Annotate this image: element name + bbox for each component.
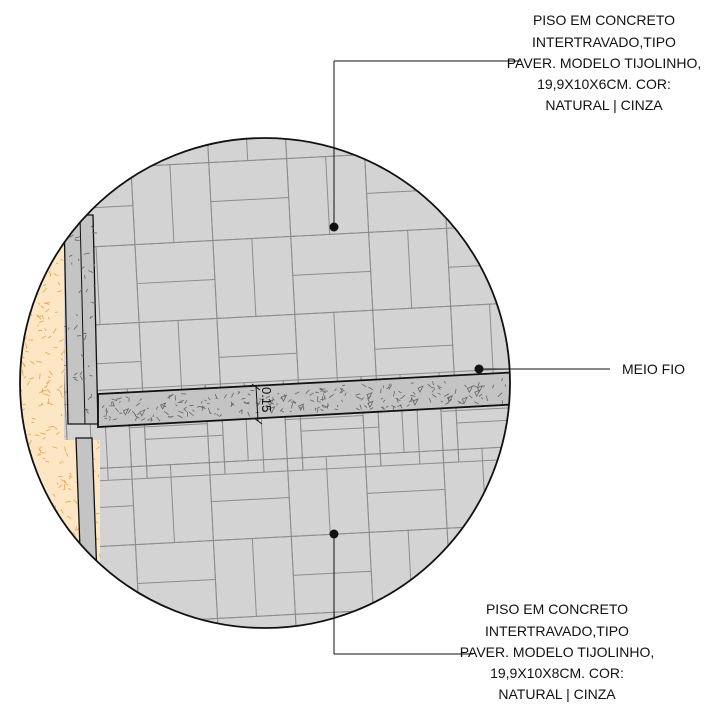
label-meio-fio: MEIO FIO (622, 361, 685, 377)
meio-fio-curb (97, 370, 510, 428)
label-bottom-line-5: NATURAL | CINZA (498, 686, 616, 702)
label-top-line-1: PISO EM CONCRETO (533, 12, 675, 28)
meio-fio-texture (101, 377, 510, 422)
label-top: PISO EM CONCRETO INTERTRAVADO,TIPO PAVER… (507, 12, 701, 113)
leader-top (329, 60, 520, 232)
leader-bottom (329, 529, 473, 655)
label-bottom-line-3: PAVER. MODELO TIJOLINHO, (460, 644, 654, 660)
label-top-line-2: INTERTRAVADO,TIPO (532, 34, 676, 50)
label-bottom-line-4: 19,9X10X8CM. COR: (490, 665, 624, 681)
vertical-curb-texture (67, 225, 98, 414)
soil-strip (20, 138, 64, 628)
dimension-label: 0.15 (259, 387, 274, 412)
label-top-line-5: NATURAL | CINZA (545, 97, 663, 113)
label-top-line-3: PAVER. MODELO TIJOLINHO, (507, 55, 701, 71)
label-bottom-line-1: PISO EM CONCRETO (486, 601, 628, 617)
label-bottom-line-2: INTERTRAVADO,TIPO (485, 623, 629, 639)
label-top-line-4: 19,9X10X6CM. COR: (537, 76, 671, 92)
dimension-marker: 0.15 (251, 383, 274, 425)
label-bottom: PISO EM CONCRETO INTERTRAVADO,TIPO PAVER… (460, 601, 654, 702)
detail-circle-outline (19, 137, 511, 629)
leader-meio-fio (474, 364, 610, 374)
vertical-curb-inner-line (79, 214, 86, 425)
